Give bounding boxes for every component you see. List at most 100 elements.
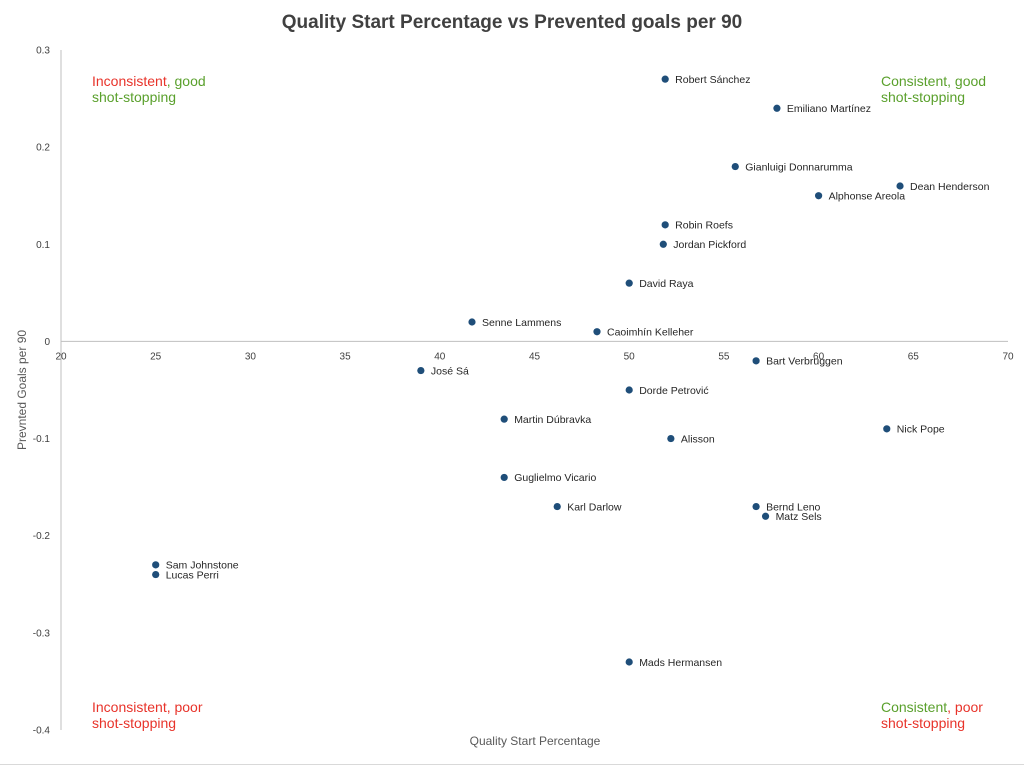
point-label: Senne Lammens (482, 317, 561, 329)
data-point: Guglielmo Vicario (500, 472, 596, 484)
x-tick-label: 65 (908, 351, 920, 362)
point-label: Dean Henderson (910, 181, 990, 193)
point-label: Jordan Pickford (673, 239, 746, 251)
point-label: David Raya (639, 278, 693, 290)
y-tick-label: 0 (44, 337, 50, 348)
data-point: Emiliano Martínez (773, 103, 871, 115)
x-tick-label: 45 (529, 351, 541, 362)
data-point: Dean Henderson (896, 181, 990, 193)
data-point: Bernd Leno (752, 501, 821, 513)
quadrant-label-top-right: shot-stopping (881, 89, 965, 105)
quadrant-annotations: Inconsistent, goodshot-stoppingConsisten… (92, 73, 986, 731)
point-label: Matz Sels (776, 511, 822, 523)
point-marker (761, 512, 770, 520)
point-marker (752, 357, 760, 365)
x-tick-label: 50 (624, 351, 636, 362)
point-label: Bart Verbruggen (766, 356, 843, 368)
x-tick-label: 30 (245, 351, 257, 362)
x-axis-label: Quality Start Percentage (470, 734, 601, 748)
data-point: Martin Dúbravka (500, 414, 591, 426)
data-point: Sam Johnstone (152, 560, 239, 572)
y-tick-label: 0.1 (36, 240, 50, 251)
point-marker (883, 425, 891, 433)
point-label: Gianluigi Donnarumma (745, 161, 853, 173)
point-marker (553, 502, 561, 511)
data-point: Senne Lammens (468, 317, 561, 329)
data-point: Lucas Perri (152, 569, 219, 581)
point-label: José Sá (431, 365, 469, 377)
quadrant-label-top-right: Consistent, good (881, 73, 986, 89)
quadrant-label-bottom-left: Inconsistent, poor (92, 699, 203, 715)
quadrant-label-bottom-right: Consistent, poor (881, 699, 983, 715)
axes (60, 50, 1008, 730)
point-label: Sam Johnstone (166, 560, 239, 572)
point-marker (896, 182, 904, 190)
x-tick-label: 60 (813, 351, 825, 362)
y-tick-label: 0.3 (36, 46, 50, 57)
y-axis-label: Prevnted Goals per 90 (15, 330, 29, 450)
point-marker (661, 221, 669, 229)
point-marker (500, 415, 508, 423)
point-label: Lucas Perri (166, 569, 219, 581)
x-tick-label: 70 (1002, 351, 1014, 362)
chart-title: Quality Start Percentage vs Prevented go… (282, 12, 742, 33)
data-point: José Sá (417, 365, 469, 377)
point-marker (815, 192, 823, 200)
point-marker (667, 434, 675, 443)
data-point: Robert Sánchez (661, 74, 750, 86)
data-point: Karl Darlow (553, 501, 622, 513)
data-point: Matz Sels (761, 511, 822, 523)
point-label: Emiliano Martínez (787, 103, 871, 115)
point-label: Robert Sánchez (675, 74, 750, 86)
point-label: Robin Roefs (675, 220, 733, 232)
data-point: Bart Verbruggen (752, 356, 843, 368)
point-label: Karl Darlow (567, 501, 622, 513)
quadrant-label-bottom-left: shot-stopping (92, 715, 176, 731)
point-label: Mads Hermansen (639, 657, 722, 669)
point-label: Nick Pope (897, 424, 945, 436)
x-tick-label: 35 (340, 351, 352, 362)
data-point: Nick Pope (883, 424, 945, 436)
x-tick-label: 20 (55, 351, 67, 362)
y-tick-label: -0.3 (33, 628, 51, 639)
point-marker (773, 104, 781, 112)
data-point: Gianluigi Donnarumma (731, 161, 853, 173)
y-tick-label: 0.2 (36, 143, 50, 154)
data-point: Jordan Pickford (659, 239, 746, 251)
y-tick-label: -0.2 (33, 531, 51, 542)
point-label: Alphonse Areola (829, 191, 906, 203)
point-marker (500, 473, 508, 482)
point-marker (731, 162, 739, 171)
point-marker (625, 386, 633, 394)
data-point: Caoimhín Kelleher (593, 327, 694, 339)
data-point: Dorde Petrović (625, 385, 709, 397)
point-marker (593, 328, 601, 336)
point-marker (752, 502, 760, 511)
point-marker (625, 279, 633, 287)
point-label: Guglielmo Vicario (514, 472, 596, 484)
x-tick-label: 25 (150, 351, 162, 362)
quadrant-label-top-left: Inconsistent, good (92, 73, 206, 89)
point-label: Caoimhín Kelleher (607, 327, 694, 339)
point-label: Alisson (681, 433, 715, 445)
point-label: Dorde Petrović (639, 385, 708, 397)
y-tick-label: -0.1 (33, 434, 51, 445)
point-marker (152, 570, 160, 579)
quadrant-label-top-left: shot-stopping (92, 89, 176, 105)
point-marker (659, 240, 667, 248)
point-label: Bernd Leno (766, 501, 820, 513)
quadrant-label-bottom-right: shot-stopping (881, 715, 965, 731)
tick-labels: 20 25 30 35 40 45 50 55 60 65 70 -0.4 -0.3 -0.2 -0.1 0 0… (33, 46, 1014, 737)
point-label: Martin Dúbravka (514, 414, 591, 426)
point-marker (468, 318, 476, 326)
x-tick-label: 55 (718, 351, 730, 362)
point-marker (625, 658, 633, 666)
data-points: Robert Sánchez Emiliano Martínez Gianluigi… (152, 74, 990, 669)
data-point: David Raya (625, 278, 694, 290)
data-point: Alphonse Areola (815, 191, 905, 203)
point-marker (417, 366, 425, 375)
data-point: Robin Roefs (661, 220, 733, 232)
data-point: Mads Hermansen (625, 657, 722, 669)
